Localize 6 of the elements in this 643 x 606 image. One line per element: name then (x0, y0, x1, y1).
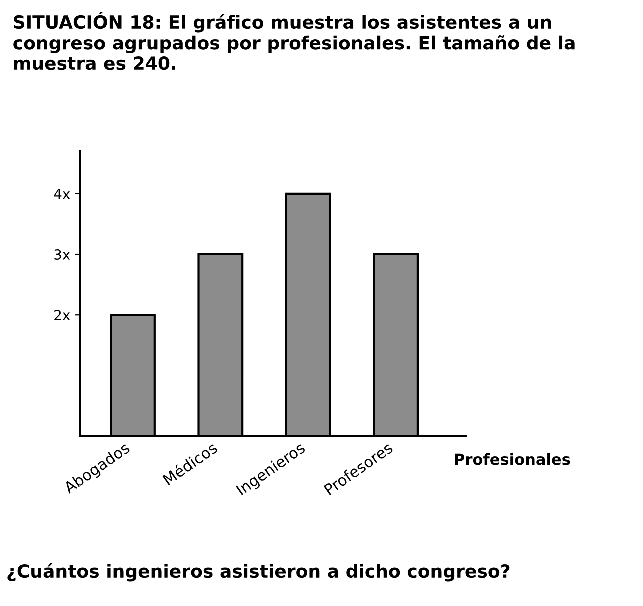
y-tick-label: 4x (54, 189, 70, 200)
y-tick-label: 3x (54, 249, 70, 260)
text: ¿Cuántos ingenieros asistieron a dicho congreso? (8, 563, 510, 582)
x-axis-title: Profesionales (455, 453, 570, 466)
y-tick-label: 2x (54, 310, 70, 320)
chart-title: SITUACIÓN 18: El gráfico muestra los asistentes a un congreso agrupados por profesionales. El tamaño de la muestra es 240. (14, 12, 575, 70)
